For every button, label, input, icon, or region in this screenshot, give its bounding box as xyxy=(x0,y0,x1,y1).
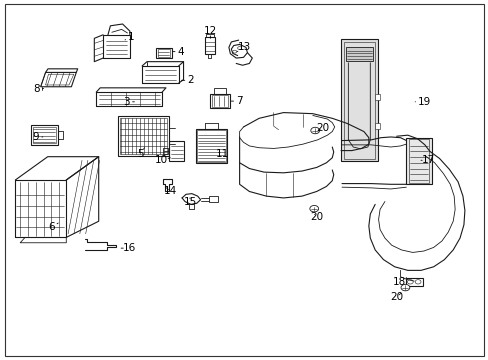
Text: 16: 16 xyxy=(121,243,136,253)
Text: 4: 4 xyxy=(173,46,184,57)
Text: 1: 1 xyxy=(125,32,134,41)
Text: 9: 9 xyxy=(32,132,42,142)
Circle shape xyxy=(310,127,319,134)
Bar xyxy=(120,118,166,154)
Text: 14: 14 xyxy=(163,186,177,197)
Bar xyxy=(340,40,377,161)
Text: 12: 12 xyxy=(203,26,217,39)
Bar xyxy=(210,94,229,108)
Text: 17: 17 xyxy=(420,155,434,165)
Text: 5: 5 xyxy=(137,148,144,159)
Circle shape xyxy=(414,280,420,284)
Text: 18: 18 xyxy=(392,277,406,287)
Text: 20: 20 xyxy=(315,123,328,133)
Bar xyxy=(169,141,183,161)
Bar xyxy=(212,95,227,107)
Text: 2: 2 xyxy=(181,75,194,85)
Bar xyxy=(195,129,227,163)
Bar xyxy=(343,41,374,159)
Text: 6: 6 xyxy=(48,222,58,232)
Text: 8: 8 xyxy=(33,84,43,94)
Bar xyxy=(204,37,215,54)
Circle shape xyxy=(407,280,412,284)
Bar xyxy=(118,116,168,156)
Text: 10: 10 xyxy=(155,155,170,165)
Bar xyxy=(31,125,58,145)
Text: 11: 11 xyxy=(216,149,229,159)
Bar xyxy=(408,139,428,183)
Circle shape xyxy=(232,50,236,53)
Bar xyxy=(158,49,169,57)
Bar xyxy=(214,88,225,94)
Text: 20: 20 xyxy=(309,212,323,221)
Circle shape xyxy=(309,206,318,212)
Circle shape xyxy=(400,284,409,291)
Bar xyxy=(374,94,379,100)
Text: 7: 7 xyxy=(231,96,243,106)
Bar xyxy=(33,127,56,143)
Bar xyxy=(197,130,225,162)
Bar xyxy=(374,123,379,129)
Bar xyxy=(162,148,168,154)
Bar xyxy=(406,278,423,286)
Bar xyxy=(345,46,372,61)
Text: 13: 13 xyxy=(237,42,251,52)
Text: 19: 19 xyxy=(414,97,430,107)
Bar xyxy=(406,138,431,184)
Circle shape xyxy=(237,46,241,49)
Text: 15: 15 xyxy=(184,197,197,207)
Bar xyxy=(156,48,171,58)
Text: 20: 20 xyxy=(389,292,403,302)
Text: 3: 3 xyxy=(123,97,134,107)
Bar xyxy=(208,196,217,202)
